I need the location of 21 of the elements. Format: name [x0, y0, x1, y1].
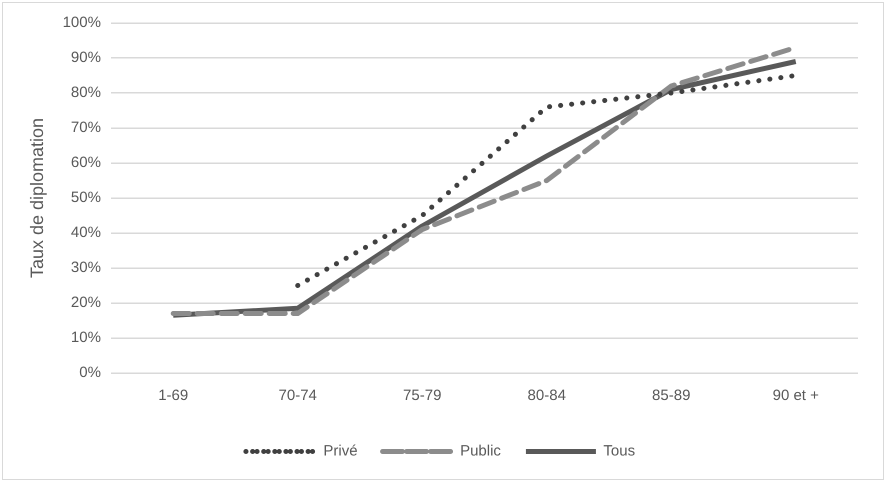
x-tick-label: 90 et +: [772, 387, 820, 404]
y-tick-label: 0%: [79, 364, 101, 382]
legend-label: Privé: [323, 442, 358, 460]
legend-label: Tous: [603, 442, 636, 460]
y-tick-label: 70%: [70, 119, 101, 136]
x-tick-label: 1-69: [158, 387, 188, 404]
y-tick-label: 40%: [70, 224, 101, 242]
x-tick-label: 85-89: [652, 387, 690, 404]
x-tick-label: 80-84: [528, 387, 566, 404]
y-tick-label: 60%: [70, 154, 101, 172]
y-tick-label: 30%: [70, 259, 101, 276]
x-tick-label: 70-74: [278, 387, 317, 404]
x-tick-label: 75-79: [403, 387, 442, 404]
legend-label: Public: [460, 442, 502, 460]
y-tick-label: 80%: [70, 84, 101, 102]
y-tick-label: 10%: [70, 329, 101, 346]
y-tick-label: 90%: [70, 49, 101, 66]
y-axis-title: Taux de diplomation: [26, 118, 47, 278]
y-tick-label: 20%: [70, 294, 101, 312]
y-tick-label: 50%: [70, 189, 101, 206]
y-tick-label: 100%: [62, 14, 101, 32]
